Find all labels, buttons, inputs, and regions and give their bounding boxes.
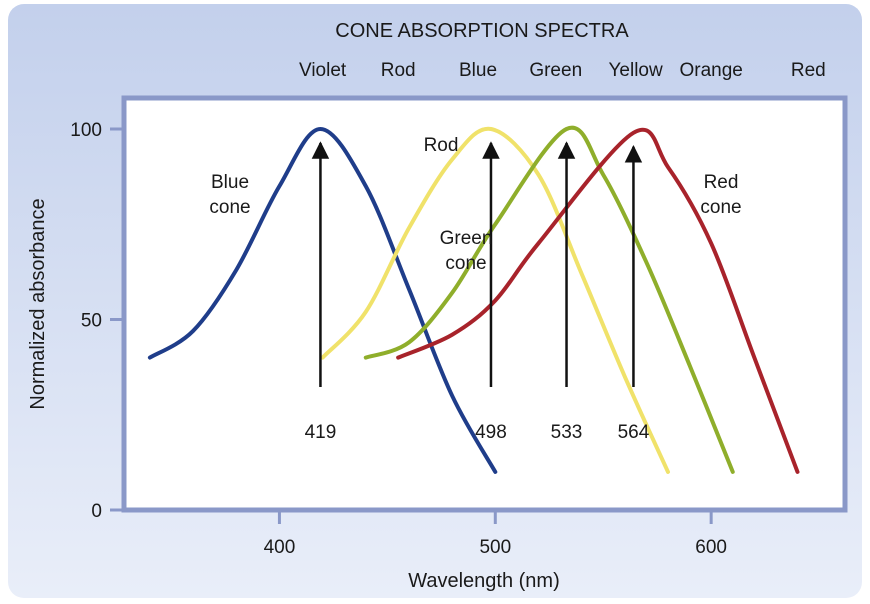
- peak-label-498: 498: [475, 422, 507, 443]
- color-band-labels: Violet Rod Blue Green Yellow Orange Red: [299, 60, 826, 81]
- blue-cone-curve: [147, 126, 498, 474]
- band-label-orange: Orange: [679, 60, 742, 81]
- x-tick-label: 400: [264, 537, 296, 558]
- axis-ticks: 0 50 100 400 500 600: [70, 120, 727, 558]
- band-label-violet: Violet: [299, 60, 347, 81]
- peak-label-564: 564: [618, 422, 650, 443]
- peak-label-419: 419: [305, 422, 337, 443]
- red-cone-label-line2: cone: [700, 197, 741, 218]
- x-axis-label: Wavelength (nm): [408, 570, 560, 592]
- y-axis-label: Normalized absorbance: [27, 198, 49, 409]
- band-label-rod: Rod: [381, 60, 416, 81]
- y-tick-label: 100: [70, 120, 102, 141]
- band-label-green: Green: [529, 60, 582, 81]
- blue-cone-annotation: Blue cone: [209, 172, 250, 218]
- band-label-blue: Blue: [459, 60, 497, 81]
- green-cone-curve: [363, 125, 735, 474]
- chart-title: CONE ABSORPTION SPECTRA: [335, 20, 629, 42]
- rod-curve: [320, 126, 670, 474]
- peak-label-533: 533: [551, 422, 583, 443]
- y-tick-label: 0: [91, 501, 102, 522]
- x-tick-label: 600: [695, 537, 727, 558]
- green-cone-label-line1: Green: [440, 228, 493, 249]
- x-tick-label: 500: [479, 537, 511, 558]
- blue-cone-label-line1: Blue: [211, 172, 249, 193]
- red-cone-annotation: Red cone: [700, 172, 741, 218]
- green-cone-label-line2: cone: [445, 253, 486, 274]
- blue-cone-label-line2: cone: [209, 197, 250, 218]
- rod-annotation: Rod: [424, 135, 459, 156]
- y-tick-label: 50: [81, 311, 102, 332]
- green-cone-annotation: Green cone: [440, 228, 493, 274]
- series-lines: [147, 125, 800, 474]
- red-cone-curve: [396, 127, 800, 474]
- plot-area: [121, 95, 848, 513]
- red-cone-label-line1: Red: [704, 172, 739, 193]
- peak-arrows: 419 498 533 564: [305, 141, 650, 443]
- band-label-yellow: Yellow: [608, 60, 663, 81]
- band-label-red: Red: [791, 60, 826, 81]
